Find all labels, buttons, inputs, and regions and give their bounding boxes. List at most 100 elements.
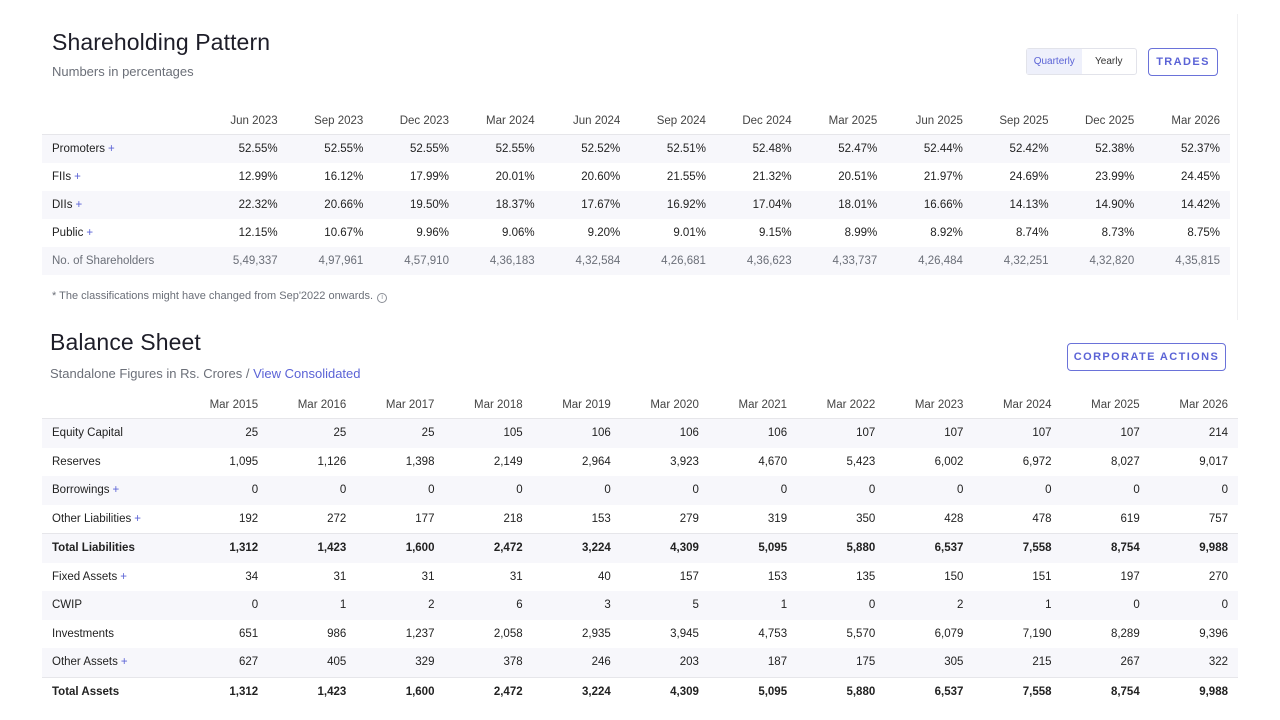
balance-sheet-row: Investments 651 986 1,237 2,058 2,935 3,945 4,7… (42, 620, 1238, 649)
balance-sheet-cell: 2,935 (582, 627, 611, 640)
balance-sheet-row-label[interactable]: Fixed Assets + (42, 563, 180, 592)
shareholding-cell: 52.55% (373, 134, 459, 163)
shareholding-cell: 4,32,820 (1058, 247, 1145, 275)
shareholding-row-label[interactable]: Promoters + (42, 134, 202, 163)
balance-sheet-cell: 8,289 (1110, 627, 1140, 640)
shareholding-cell: 52.55% (202, 134, 288, 163)
yearly-toggle-button[interactable]: Yearly (1095, 56, 1123, 67)
expand-plus-icon[interactable]: + (74, 171, 81, 183)
shareholding-row[interactable]: DIIs +22.32% 20.66% 19.50% 18.37% 17.67% 16.92… (42, 191, 1230, 219)
balance-sheet-row-label[interactable]: Other Assets + (42, 648, 180, 677)
balance-sheet-cell: 0 (973, 476, 1062, 505)
balance-sheet-cell: 25 (268, 418, 357, 448)
shareholding-header-row: Jun 2023 Sep 2023 Dec 2023 Mar 2024 Jun 2024… (42, 108, 1230, 135)
shareholding-row-label[interactable]: FIIs + (42, 163, 202, 191)
shareholding-cell: 52.42% (972, 134, 1059, 163)
shareholding-row[interactable]: FIIs +12.99% 16.12% 17.99% 20.01% 20.60% 21.55… (42, 163, 1230, 191)
quarterly-toggle-button[interactable]: Quarterly (1027, 49, 1082, 74)
balance-sheet-row-label-text: Fixed Assets (52, 570, 118, 583)
shareholding-cell: 4,97,961 (287, 247, 374, 275)
shareholding-cell: 14.13% (972, 191, 1059, 219)
shareholding-cell: 52.37% (1144, 134, 1230, 163)
balance-sheet-column-header: Mar 2026 (1149, 392, 1238, 419)
balance-sheet-row-label: Reserves (42, 448, 180, 477)
balance-sheet-cell: 0 (1061, 476, 1150, 505)
shareholding-cell: 8.75% (1187, 227, 1220, 239)
balance-sheet-cell: 106 (708, 418, 798, 448)
shareholding-cell: 52.38% (1058, 134, 1145, 163)
shareholding-cell: 9.96% (416, 227, 449, 239)
balance-sheet-cell: 153 (767, 570, 788, 583)
balance-sheet-cell: 0 (797, 591, 886, 620)
expand-plus-icon[interactable]: + (75, 199, 83, 211)
info-icon[interactable]: i (377, 293, 388, 303)
balance-sheet-row[interactable]: Other Assets +627 405 329 378 246 203 187 175 305… (42, 648, 1238, 677)
balance-sheet-cell: 1,237 (405, 627, 435, 640)
trades-button[interactable]: TRADES (1148, 48, 1218, 76)
balance-sheet-cell: 150 (944, 570, 964, 583)
view-consolidated-link[interactable]: View Consolidated (253, 366, 361, 381)
balance-sheet-cell: 3,224 (532, 533, 621, 563)
shareholding-cell: 4,32,584 (544, 247, 631, 275)
balance-sheet-cell: 9,988 (1149, 533, 1238, 563)
shareholding-column-header: Dec 2025 (1058, 108, 1145, 135)
shareholding-cell: 17.67% (544, 191, 631, 219)
shareholding-cell: 4,32,251 (972, 247, 1059, 275)
balance-sheet-row-label: Equity Capital (42, 418, 180, 448)
balance-sheet-cell: 3 (532, 591, 621, 620)
expand-plus-icon[interactable]: + (86, 227, 94, 239)
balance-sheet-cell: 0 (444, 476, 533, 505)
balance-sheet-row[interactable]: Other Liabilities +192 272 177 218 153 279 319 3… (42, 505, 1238, 534)
balance-sheet-column-header: Mar 2024 (973, 392, 1062, 419)
balance-sheet-row-label-text: Other Assets (52, 656, 118, 669)
shareholding-cell: 52.55% (458, 134, 545, 163)
expand-plus-icon[interactable]: + (108, 143, 115, 155)
shareholding-column-header: Sep 2025 (972, 108, 1059, 135)
shareholding-table: Jun 2023 Sep 2023 Dec 2023 Mar 2024 Jun 2024… (42, 108, 1230, 275)
shareholding-cell: 17.04% (715, 191, 802, 219)
balance-sheet-row-label[interactable]: Other Liabilities + (42, 505, 180, 534)
balance-sheet-cell: 197 (1120, 570, 1140, 583)
balance-sheet-column-header: Mar 2020 (620, 392, 709, 419)
expand-plus-icon[interactable]: + (112, 484, 120, 497)
expand-plus-icon[interactable]: + (134, 512, 141, 525)
balance-sheet-cell: 3,945 (670, 627, 699, 640)
balance-sheet-cell: 31 (333, 570, 347, 583)
balance-sheet-cell: 305 (885, 648, 974, 677)
balance-sheet-cell: 7,558 (973, 676, 1062, 706)
balance-sheet-cell: 319 (767, 512, 788, 525)
shareholding-cell: 20.01% (495, 171, 535, 183)
shareholding-cell: 10.67% (324, 227, 364, 239)
balance-sheet-cell: 3,224 (532, 676, 621, 706)
shareholding-row[interactable]: Public +12.15% 10.67% 9.96% 9.06% 9.20% 9.01% 9… (42, 219, 1230, 247)
shareholding-cell: 4,33,737 (801, 247, 888, 275)
balance-sheet-cell: 106 (532, 418, 621, 448)
expand-plus-icon[interactable]: + (120, 570, 127, 583)
balance-sheet-cell: 1,126 (317, 455, 347, 468)
balance-sheet-cell: 0 (797, 476, 886, 505)
balance-sheet-column-header: Mar 2025 (1061, 392, 1150, 419)
balance-sheet-row[interactable]: Borrowings +0 0 0 0 0 0 0 0 0 0 0 0 (42, 476, 1238, 505)
shareholding-row[interactable]: Promoters +52.55% 52.55% 52.55% 52.55% 52.52%… (42, 134, 1230, 163)
shareholding-row-label: No. of Shareholders (42, 247, 202, 275)
balance-sheet-row-label[interactable]: Borrowings + (42, 476, 180, 505)
shareholding-row-label-text: Public (52, 227, 84, 239)
balance-sheet-cell: 203 (620, 648, 709, 677)
shareholding-column-header: Jun 2025 (887, 108, 973, 135)
shareholding-row-label[interactable]: DIIs + (42, 191, 202, 219)
balance-sheet-cell: 5,423 (846, 455, 876, 468)
balance-sheet-table: Mar 2015 Mar 2016 Mar 2017 Mar 2018 Mar 2019… (42, 392, 1238, 706)
balance-sheet-row[interactable]: Fixed Assets +34 31 31 31 40 157 153 135 150 151 19… (42, 563, 1238, 592)
shareholding-row-label[interactable]: Public + (42, 219, 202, 247)
balance-sheet-cell: 322 (1149, 648, 1238, 677)
balance-sheet-cell: 267 (1061, 648, 1150, 677)
corporate-actions-button[interactable]: CORPORATE ACTIONS (1067, 343, 1226, 371)
expand-plus-icon[interactable]: + (120, 656, 128, 669)
balance-sheet-cell: 619 (1120, 512, 1140, 525)
shareholding-cell: 20.60% (581, 171, 621, 183)
shareholding-cell: 8.92% (930, 227, 963, 239)
balance-sheet-cell: 350 (856, 512, 876, 525)
balance-sheet-cell: 1,312 (180, 533, 269, 563)
balance-sheet-cell: 6,002 (934, 455, 964, 468)
shareholding-cell: 20.51% (838, 171, 878, 183)
